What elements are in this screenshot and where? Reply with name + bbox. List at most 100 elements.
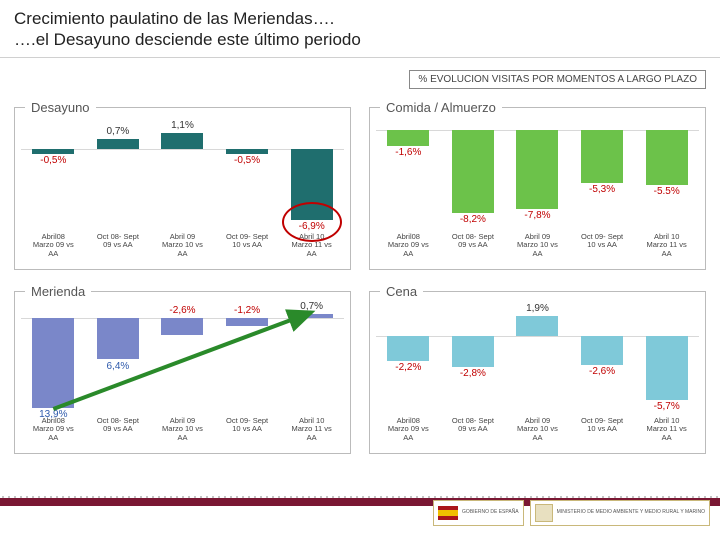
comida-bar-slot: -1,6%	[376, 121, 441, 231]
footer-logos: GOBIERNO DE ESPAÑA MINISTERIO DE MEDIO A…	[433, 500, 710, 526]
cena-bar	[581, 336, 623, 365]
desayuno-bar-label: -6,9%	[279, 221, 344, 232]
cena-bar-label: -2,2%	[376, 362, 441, 373]
cena-bar-slot: -5,7%	[634, 305, 699, 415]
merienda-bar-label: 0,7%	[279, 301, 344, 312]
desayuno-plot: -0,5%0,7%1,1%-0,5%-6,9%	[21, 121, 344, 231]
cena-bar	[516, 316, 558, 336]
x-category-label: Oct 09- Sept 10 vs AA	[570, 417, 635, 442]
x-category-label: Abril 09 Marzo 10 vs AA	[150, 233, 215, 258]
cena-xlabels: Abril08 Marzo 09 vs AAOct 08- Sept 09 vs…	[376, 417, 699, 442]
logo-min-text: MINISTERIO DE MEDIO AMBIENTE Y MEDIO RUR…	[557, 510, 705, 516]
merienda-bar-slot: 0,7%	[279, 305, 344, 415]
comida-bar-slot: -5.5%	[634, 121, 699, 231]
cena-plot: -2,2%-2,8%1,9% -2,6% -5,7%	[376, 305, 699, 415]
desayuno-frame: Desayuno-0,5%0,7%1,1%-0,5%-6,9%Abril08 M…	[14, 100, 351, 270]
x-category-label: Abril 09 Marzo 10 vs AA	[505, 417, 570, 442]
x-category-label: Oct 08- Sept 09 vs AA	[441, 233, 506, 258]
desayuno-bar-label: 0,7%	[86, 126, 151, 137]
panel-desayuno: Desayuno-0,5%0,7%1,1%-0,5%-6,9%Abril08 M…	[14, 100, 351, 270]
comida-bar-label: -5,3%	[570, 184, 635, 195]
title-line-2: ….el Desayuno desciende este último peri…	[14, 29, 706, 50]
panel-merienda: Merienda13,9%6,4%-2,6%-1,2%0,7%Abril08 M…	[14, 284, 351, 454]
cena-bar-slot: -2,6%	[570, 305, 635, 415]
cena-bar	[387, 336, 429, 361]
desayuno-bar-slot: -6,9%	[279, 121, 344, 231]
comida-bar	[646, 130, 688, 186]
merienda-bar	[161, 318, 203, 335]
desayuno-title: Desayuno	[25, 100, 96, 115]
comida-bar-label: -8,2%	[441, 214, 506, 225]
desayuno-bar-slot: -0,5%	[21, 121, 86, 231]
desayuno-bar	[226, 149, 268, 154]
desayuno-bar	[161, 133, 203, 148]
logo-ministerio: MINISTERIO DE MEDIO AMBIENTE Y MEDIO RUR…	[530, 500, 710, 526]
title-block: Crecimiento paulatino de las Meriendas….…	[0, 0, 720, 58]
x-category-label: Oct 08- Sept 09 vs AA	[86, 233, 151, 258]
x-category-label: Abril 09 Marzo 10 vs AA	[150, 417, 215, 442]
cena-bar-label: -2,6%	[570, 366, 635, 377]
desayuno-bar-slot: 1,1%	[150, 121, 215, 231]
flag-icon	[438, 506, 458, 520]
cena-bar-slot: -2,2%	[376, 305, 441, 415]
comida-bar-label: -7,8%	[505, 210, 570, 221]
merienda-bars: 13,9%6,4%-2,6%-1,2%0,7%	[21, 305, 344, 415]
merienda-bar	[32, 318, 74, 408]
x-category-label: Abril08 Marzo 09 vs AA	[376, 233, 441, 258]
cena-bar	[646, 336, 688, 400]
desayuno-bar	[97, 139, 139, 149]
x-category-label: Oct 08- Sept 09 vs AA	[86, 417, 151, 442]
footer: GOBIERNO DE ESPAÑA MINISTERIO DE MEDIO A…	[0, 492, 720, 540]
merienda-bar-label: 6,4%	[86, 361, 151, 372]
title-line-1: Crecimiento paulatino de las Meriendas….	[14, 8, 706, 29]
cena-bar-slot: -2,8%	[441, 305, 506, 415]
x-category-label: Abril 10 Marzo 11 vs AA	[279, 417, 344, 442]
charts-grid: Desayuno-0,5%0,7%1,1%-0,5%-6,9%Abril08 M…	[14, 100, 706, 454]
comida-bar	[387, 130, 429, 146]
merienda-bar-label: -2,6%	[150, 305, 215, 316]
comida-frame: Comida / Almuerzo -1,6%-8,2%-7,8% -5,3%-5.…	[369, 100, 706, 270]
comida-bar	[516, 130, 558, 209]
merienda-bar-slot: -1,2%	[215, 305, 280, 415]
comida-bar-label: -5.5%	[634, 186, 699, 197]
merienda-bar	[97, 318, 139, 359]
desayuno-bar-slot: -0,5%	[215, 121, 280, 231]
x-category-label: Oct 09- Sept 10 vs AA	[215, 417, 280, 442]
cena-bar-label: -5,7%	[634, 401, 699, 412]
merienda-bar	[291, 314, 333, 319]
comida-bar	[581, 130, 623, 184]
x-category-label: Abril 10 Marzo 11 vs AA	[634, 233, 699, 258]
desayuno-bar-label: -0,5%	[21, 155, 86, 166]
merienda-bar-label: -1,2%	[215, 305, 280, 316]
logo-gob-text: GOBIERNO DE ESPAÑA	[462, 510, 519, 516]
merienda-bar-slot: -2,6%	[150, 305, 215, 415]
merienda-title: Merienda	[25, 284, 91, 299]
desayuno-xlabels: Abril08 Marzo 09 vs AAOct 08- Sept 09 vs…	[21, 233, 344, 258]
x-category-label: Abril08 Marzo 09 vs AA	[376, 417, 441, 442]
desayuno-bar	[291, 149, 333, 220]
desayuno-bar-slot: 0,7%	[86, 121, 151, 231]
cena-bars: -2,2%-2,8%1,9% -2,6% -5,7%	[376, 305, 699, 415]
comida-title: Comida / Almuerzo	[380, 100, 502, 115]
comida-bars: -1,6%-8,2%-7,8% -5,3%-5.5%	[376, 121, 699, 231]
desayuno-bar	[32, 149, 74, 154]
logo-gobierno: GOBIERNO DE ESPAÑA	[433, 500, 524, 526]
x-category-label: Abril 10 Marzo 11 vs AA	[634, 417, 699, 442]
comida-xlabels: Abril08 Marzo 09 vs AAOct 08- Sept 09 vs…	[376, 233, 699, 258]
cena-title: Cena	[380, 284, 423, 299]
cena-bar-label: 1,9%	[505, 303, 570, 314]
x-category-label: Oct 09- Sept 10 vs AA	[215, 233, 280, 258]
comida-bar-slot: -8,2%	[441, 121, 506, 231]
panel-cena: Cena -2,2%-2,8%1,9% -2,6% -5,7% Abril08 Marz…	[369, 284, 706, 454]
comida-plot: -1,6%-8,2%-7,8% -5,3%-5.5%	[376, 121, 699, 231]
desayuno-bar-label: 1,1%	[150, 120, 215, 131]
legend-box: % EVOLUCION VISITAS POR MOMENTOS A LARGO…	[409, 70, 706, 89]
slide-root: Crecimiento paulatino de las Meriendas….…	[0, 0, 720, 540]
x-category-label: Oct 09- Sept 10 vs AA	[570, 233, 635, 258]
merienda-xlabels: Abril08 Marzo 09 vs AAOct 08- Sept 09 vs…	[21, 417, 344, 442]
merienda-bar	[226, 318, 268, 326]
comida-bar-slot: -7,8%	[505, 121, 570, 231]
x-category-label: Abril08 Marzo 09 vs AA	[21, 417, 86, 442]
merienda-bar-slot: 6,4%	[86, 305, 151, 415]
panel-comida: Comida / Almuerzo -1,6%-8,2%-7,8% -5,3%-5.…	[369, 100, 706, 270]
